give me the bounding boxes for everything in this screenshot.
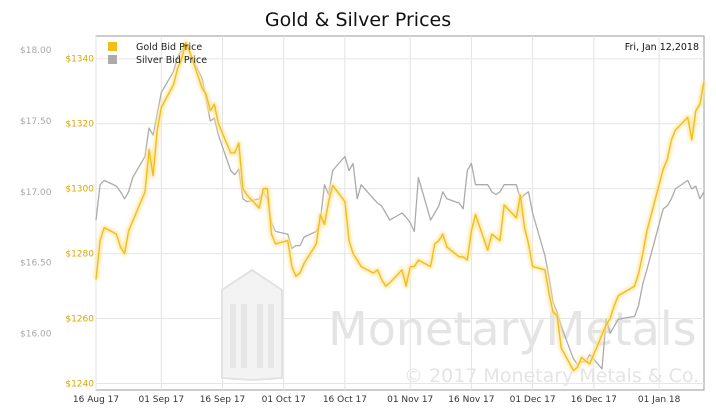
- x-tick-label: 01 Sep 17: [138, 395, 184, 405]
- y-right-tick-label: $16.50: [20, 259, 52, 269]
- legend-silver-swatch: [108, 55, 117, 64]
- date-label: Fri, Jan 12,2018: [625, 42, 699, 53]
- y-right-tick-label: $17.50: [20, 117, 52, 127]
- x-tick-label: 16 Oct 17: [323, 395, 367, 405]
- y-left-tick-label: $1300: [65, 185, 94, 195]
- legend: Gold Bid Price Silver Bid Price: [108, 42, 207, 66]
- watermark-brand: MonetaryMetals: [328, 302, 697, 356]
- x-tick-label: 16 Nov 17: [448, 395, 494, 405]
- x-tick-label: 16 Sep 17: [200, 395, 246, 405]
- watermark: MonetaryMetals © 2017 Monetary Metals & …: [221, 268, 699, 387]
- legend-gold-swatch: [108, 42, 117, 51]
- y-left-tick-label: $1280: [65, 250, 94, 260]
- legend-gold-label: Gold Bid Price: [136, 42, 202, 53]
- gridlines: [95, 36, 704, 390]
- series-layer: [93, 40, 707, 373]
- x-tick-label: 16 Aug 17: [73, 395, 119, 405]
- x-axis: 16 Aug 17 01 Sep 17 16 Sep 17 01 Oct 17 16 O…: [73, 395, 681, 405]
- x-tick-label: 01 Jan 18: [638, 395, 681, 405]
- y-left-tick-label: $1260: [65, 315, 94, 325]
- watermark-logo-icon: [221, 268, 283, 382]
- x-tick-label: 01 Dec 17: [510, 395, 556, 405]
- y-right-tick-label: $16.00: [20, 329, 52, 339]
- y-axis-left: $1340 $1320 $1300 $1280 $1260 $1240: [65, 55, 94, 390]
- y-right-tick-label: $18.00: [20, 46, 52, 56]
- y-left-tick-label: $1340: [65, 55, 94, 65]
- y-axis-right-inner: $18.00 $17.50 $17.00 $16.50 $16.00: [20, 46, 52, 339]
- legend-silver-label: Silver Bid Price: [136, 55, 207, 66]
- chart-title: Gold & Silver Prices: [265, 9, 451, 31]
- y-left-tick-label: $1320: [65, 120, 94, 130]
- gold-price-line: [95, 41, 705, 372]
- y-right-tick-label: $17.00: [20, 188, 52, 198]
- x-tick-label: 01 Nov 17: [387, 395, 433, 405]
- y-left-tick-label: $1240: [65, 380, 94, 390]
- x-tick-label: 01 Oct 17: [262, 395, 306, 405]
- x-tick-label: 16 Dec 17: [571, 395, 617, 405]
- watermark-copyright: © 2017 Monetary Metals & Co.: [404, 365, 699, 387]
